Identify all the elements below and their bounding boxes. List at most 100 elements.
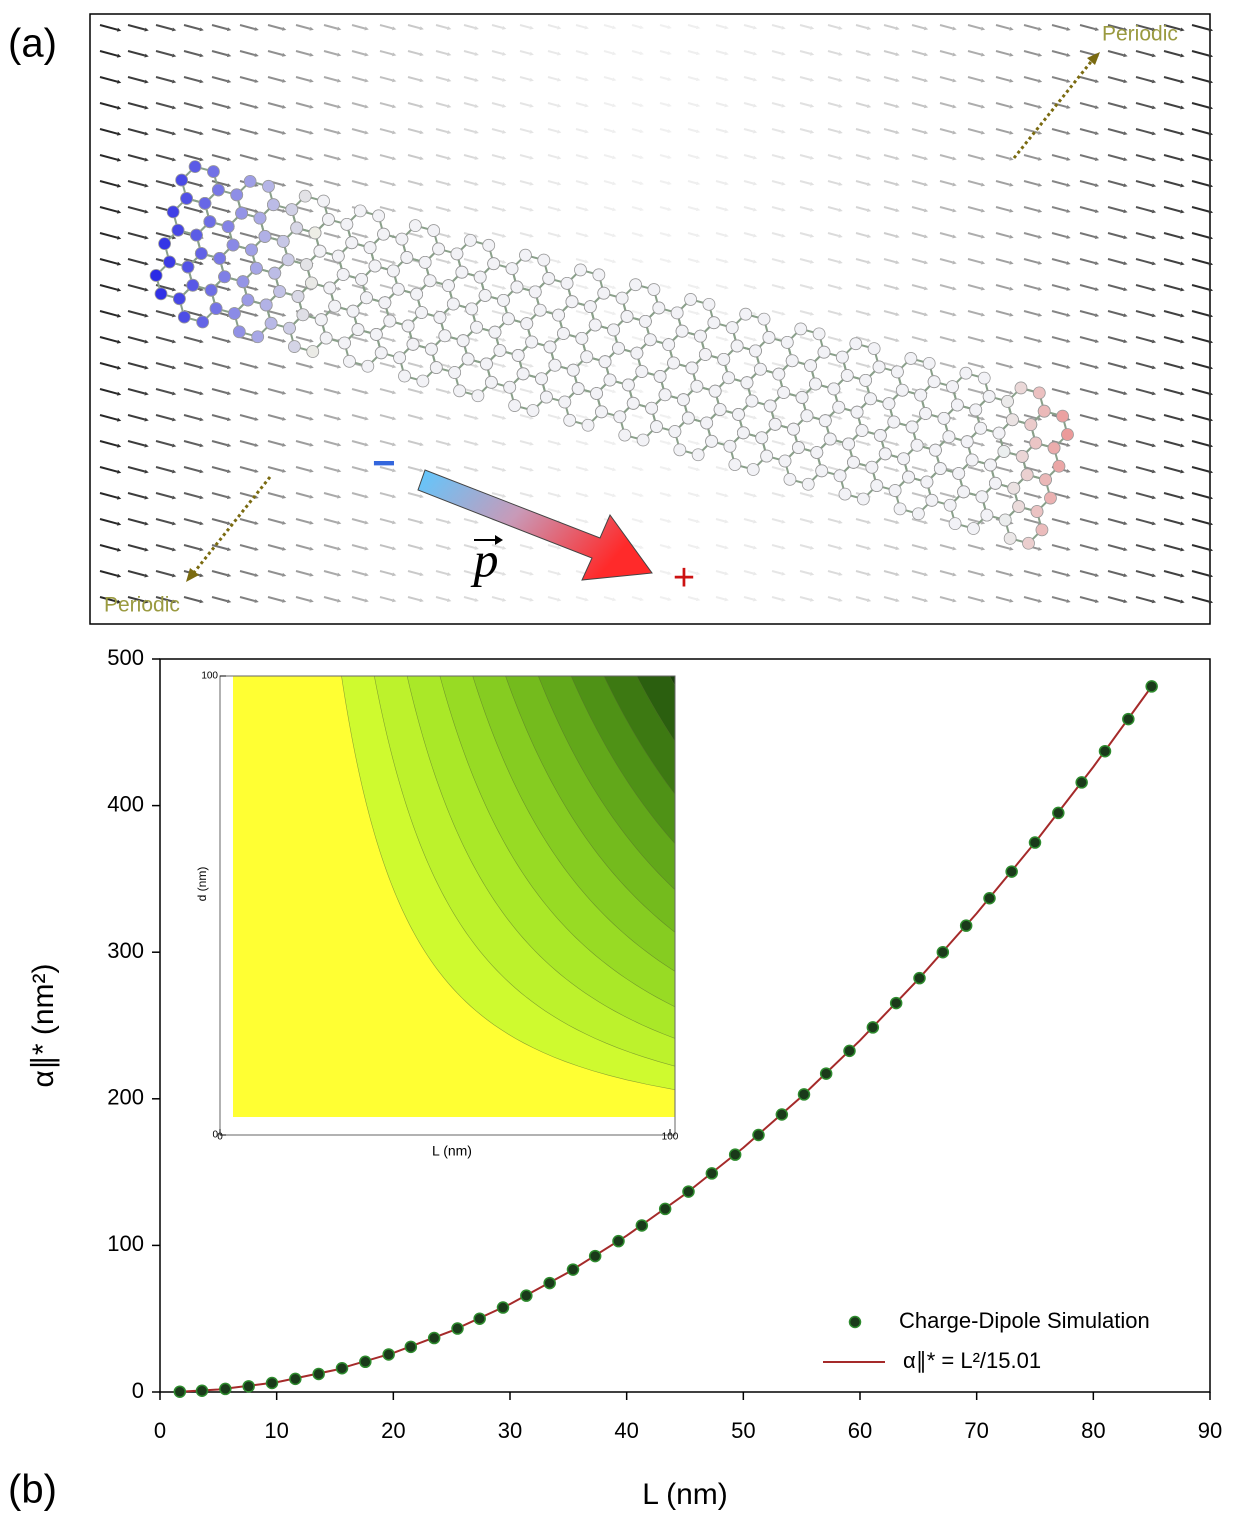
field-arrowhead: [1066, 209, 1071, 213]
atom: [542, 272, 556, 285]
field-arrow: [379, 258, 393, 264]
atom: [377, 227, 390, 241]
field-arrowhead: [952, 338, 957, 343]
field-arrowhead: [391, 390, 397, 395]
field-arrow: [1135, 284, 1153, 291]
field-arrow: [99, 128, 118, 135]
field-arrowhead: [838, 337, 843, 342]
field-arrow: [575, 258, 586, 263]
field-arrow: [939, 596, 954, 602]
field-arrowhead: [1094, 287, 1100, 292]
field-arrowhead: [1094, 339, 1100, 344]
field-arrowhead: [391, 364, 397, 369]
atom: [480, 357, 493, 371]
field-arrow: [687, 232, 697, 237]
data-point: [843, 1044, 856, 1058]
data-point: [983, 892, 996, 905]
field-arrowhead: [474, 598, 479, 602]
field-arrow: [519, 362, 531, 367]
data-point: [866, 1021, 880, 1034]
atom: [630, 346, 644, 360]
field-arrowhead: [584, 467, 589, 472]
atom: [980, 508, 994, 522]
field-arrow: [799, 50, 811, 55]
field-arrow: [1107, 596, 1125, 603]
field-arrowhead: [612, 597, 617, 602]
atom: [194, 247, 208, 260]
field-arrowhead: [474, 468, 479, 472]
field-arrow: [1163, 362, 1182, 369]
field-arrowhead: [1180, 443, 1185, 448]
field-arrowhead: [724, 103, 729, 108]
atom: [684, 293, 698, 306]
atom: [154, 287, 168, 301]
field-arrowhead: [724, 181, 729, 186]
field-arrow: [99, 466, 118, 473]
plus-sign: +: [673, 557, 695, 599]
field-arrowhead: [529, 415, 534, 420]
field-arrow: [1135, 414, 1153, 421]
field-arrow: [827, 362, 840, 367]
field-arrow: [1135, 232, 1153, 239]
field-arrow: [183, 102, 201, 109]
field-arrowhead: [895, 78, 900, 83]
field-arrow: [715, 232, 726, 237]
field-arrowhead: [199, 261, 204, 266]
field-arrow: [155, 570, 173, 577]
atom: [463, 234, 477, 247]
field-arrow: [771, 544, 783, 549]
atom: [473, 270, 487, 284]
field-arrowhead: [116, 417, 122, 422]
field-arrowhead: [446, 234, 452, 239]
atom: [739, 307, 753, 321]
field-arrowhead: [501, 467, 507, 472]
field-arrowhead: [391, 598, 397, 603]
field-arrowhead: [336, 546, 342, 551]
field-arrowhead: [1208, 573, 1214, 578]
field-arrowhead: [781, 51, 786, 56]
atom: [787, 422, 800, 436]
atom: [427, 224, 441, 237]
field-arrowhead: [226, 27, 232, 32]
atom: [438, 329, 452, 343]
field-arrow: [967, 180, 982, 186]
field-arrowhead: [952, 260, 957, 265]
field-arrowhead: [809, 597, 815, 602]
field-arrow: [1079, 232, 1096, 239]
atom: [226, 238, 240, 252]
field-arrow: [155, 128, 173, 135]
field-arrow: [127, 492, 146, 499]
field-arrow: [351, 414, 366, 420]
field-arrowhead: [838, 129, 843, 134]
field-arrowhead: [612, 181, 617, 186]
field-arrow: [99, 258, 118, 265]
field-arrow: [1107, 570, 1125, 577]
field-arrowhead: [695, 597, 701, 602]
data-point: [312, 1367, 325, 1381]
field-arrow: [967, 24, 982, 30]
atom: [456, 334, 470, 348]
y-tick-label: 500: [107, 645, 144, 670]
field-arrowhead: [584, 233, 589, 238]
field-arrowhead: [391, 26, 397, 31]
field-arrow: [939, 284, 954, 290]
field-arrow: [827, 24, 840, 29]
field-arrowhead: [474, 364, 479, 368]
atom: [681, 411, 695, 425]
field-arrow: [351, 76, 366, 82]
field-arrowhead: [116, 573, 122, 578]
field-arrowhead: [309, 338, 314, 343]
field-arrow: [435, 50, 448, 56]
field-arrow: [379, 466, 393, 472]
field-arrow: [799, 466, 811, 471]
field-arrow: [799, 258, 811, 263]
field-arrowhead: [116, 521, 122, 526]
field-arrow: [211, 440, 228, 447]
field-arrowhead: [838, 571, 843, 576]
field-arrowhead: [336, 78, 342, 83]
field-arrowhead: [446, 260, 452, 265]
field-arrowhead: [667, 493, 672, 498]
field-arrow: [575, 440, 586, 445]
field-arrow: [631, 232, 641, 237]
field-arrow: [491, 492, 503, 497]
